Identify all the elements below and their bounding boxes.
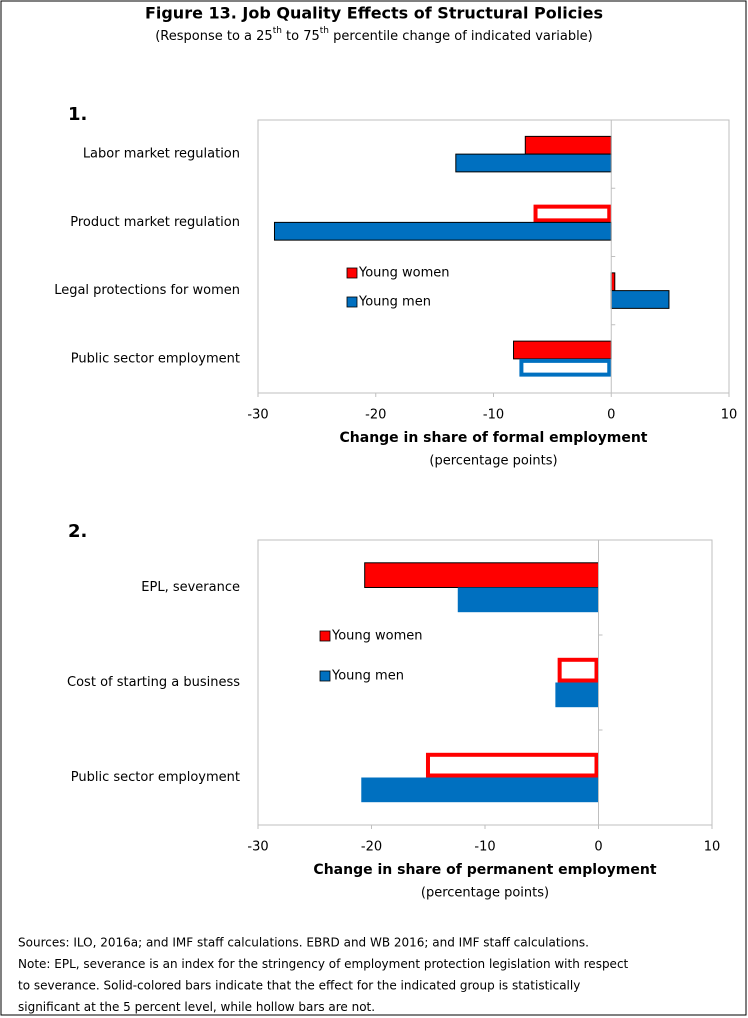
x-tick-label: 0 xyxy=(607,408,615,423)
subtitle-sup: th xyxy=(273,26,282,36)
bar xyxy=(361,777,599,803)
bar-hollow xyxy=(533,204,612,223)
x-axis-label: Change in share of permanent employment xyxy=(313,862,656,878)
x-tick-label: -10 xyxy=(483,408,504,423)
x-axis-note: (percentage points) xyxy=(421,886,549,901)
subtitle-sup: th xyxy=(320,26,329,36)
bar xyxy=(364,562,599,588)
category-label: Public sector employment xyxy=(71,770,240,785)
legend-swatch xyxy=(319,630,331,642)
subtitle-part: percentile change of indicated variable) xyxy=(329,29,593,44)
x-axis-note: (percentage points) xyxy=(429,454,557,469)
legend-label: Young men xyxy=(331,669,404,684)
category-label: Cost of starting a business xyxy=(67,675,240,690)
x-tick-label: 10 xyxy=(704,840,721,855)
x-tick-label: -20 xyxy=(361,840,382,855)
note-line: Sources: ILO, 2016a; and IMF staff calcu… xyxy=(18,936,589,950)
bar xyxy=(455,153,612,173)
bar-hollow xyxy=(519,358,612,377)
bar xyxy=(273,221,612,241)
x-tick-label: 10 xyxy=(721,408,738,423)
bar-hollow xyxy=(425,752,599,778)
bar xyxy=(457,587,599,613)
bar xyxy=(524,135,612,155)
x-tick-label: -30 xyxy=(247,840,268,855)
x-tick-label: 0 xyxy=(594,840,602,855)
subtitle: (Response to a 25th to 75th percentile c… xyxy=(155,26,593,44)
category-label: Legal protections for women xyxy=(54,283,240,298)
bar xyxy=(610,290,670,309)
bar xyxy=(513,340,612,360)
x-tick-label: -20 xyxy=(365,408,386,423)
legend-label: Young men xyxy=(358,295,431,310)
category-label: EPL, severance xyxy=(141,580,240,595)
legend-label: Young women xyxy=(358,266,450,281)
subtitle-part: to 75 xyxy=(282,29,320,44)
bar xyxy=(555,682,599,708)
legend-swatch xyxy=(346,296,358,308)
figure-title: Figure 13. Job Quality Effects of Struct… xyxy=(145,4,603,23)
subtitle-part: (Response to a 25 xyxy=(155,29,272,44)
x-tick-label: -30 xyxy=(247,408,268,423)
bar xyxy=(610,272,616,292)
note-line: Note: EPL, severance is an index for the… xyxy=(18,957,629,971)
legend-swatch xyxy=(319,670,331,682)
x-axis-label: Change in share of formal employment xyxy=(340,430,648,446)
legend-swatch xyxy=(346,267,358,279)
bar-hollow xyxy=(557,657,599,683)
note-line: significant at the 5 percent level, whil… xyxy=(18,1000,375,1014)
x-tick-label: -10 xyxy=(474,840,495,855)
category-label: Public sector employment xyxy=(71,351,240,366)
category-label: Labor market regulation xyxy=(83,147,240,162)
panel-label: 1. xyxy=(68,104,87,125)
category-label: Product market regulation xyxy=(70,215,240,230)
panel-label: 2. xyxy=(68,521,87,542)
note-line: to severance. Solid-colored bars indicat… xyxy=(18,979,580,993)
legend-label: Young women xyxy=(331,629,423,644)
